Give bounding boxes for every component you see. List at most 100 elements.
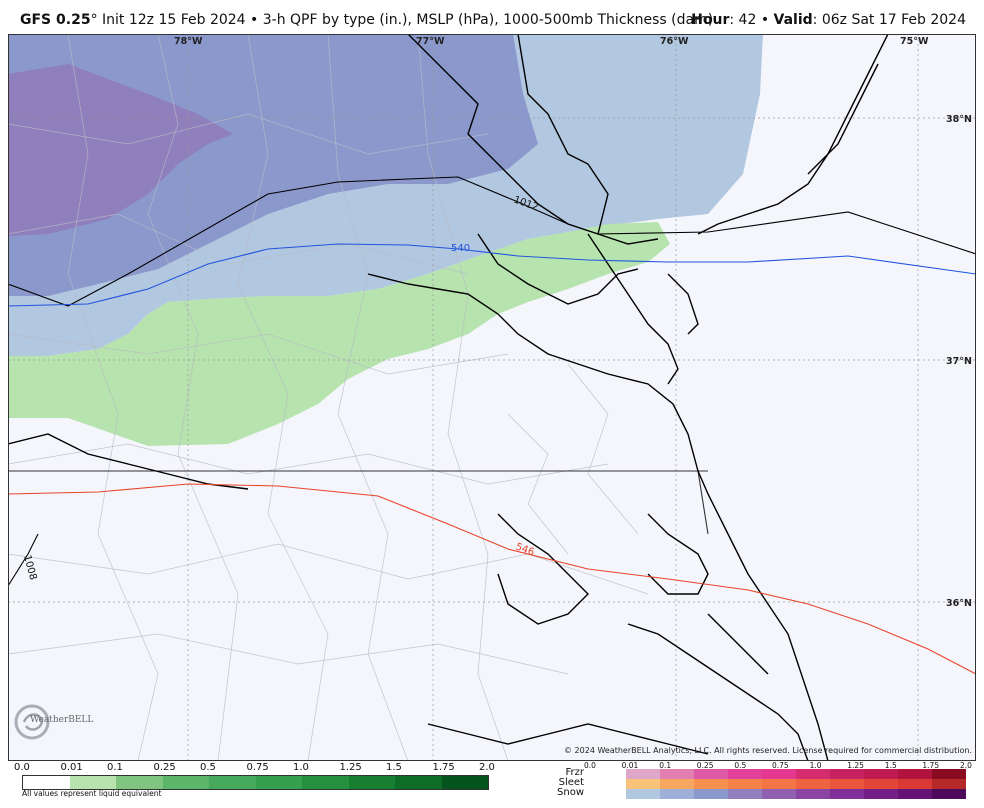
- ptype-tick-label: 0.01: [621, 761, 639, 770]
- hour-value: : 42 •: [729, 12, 774, 28]
- qpf-swatch: [23, 776, 70, 789]
- lon-label-75w: 75°W: [900, 36, 929, 47]
- qpf-tick-label: 1.5: [386, 762, 402, 773]
- qpf-tick-label: 0.25: [153, 762, 176, 773]
- ptype-swatch: [830, 769, 864, 779]
- qpf-tick-label: 0.0: [14, 762, 30, 773]
- ptype-label-snow: Snow: [557, 787, 584, 798]
- qpf-tick-label: 2.0: [479, 762, 495, 773]
- run-description: Init 12z 15 Feb 2024 • 3-h QPF by type (…: [97, 12, 714, 28]
- ptype-swatch: [660, 789, 694, 799]
- lon-label-77w: 77°W: [416, 36, 445, 47]
- ptype-swatch: [864, 779, 898, 789]
- ptype-swatch: [796, 769, 830, 779]
- qpf-tick-label: 0.1: [107, 762, 123, 773]
- qpf-swatch: [209, 776, 256, 789]
- qpf-swatch: [116, 776, 163, 789]
- isobar-1012: [8, 176, 976, 307]
- rain-light-area: [8, 222, 670, 446]
- ptype-tick-label: 2.0: [960, 761, 972, 770]
- ptype-swatch: [762, 769, 796, 779]
- svg-text:WeatherBELL: WeatherBELL: [30, 715, 93, 725]
- ptype-tick-label: 0.25: [696, 761, 714, 770]
- qpf-swatch: [255, 776, 302, 789]
- ptype-tick-label: 1.75: [922, 761, 940, 770]
- ptype-tick-label: 1.25: [847, 761, 864, 770]
- qpf-swatch: [69, 776, 116, 789]
- qpf-swatch: [395, 776, 442, 789]
- coastlines: [8, 34, 889, 761]
- weatherbell-logo: WeatherBELL: [12, 700, 102, 746]
- ptype-swatch: [728, 769, 762, 779]
- ptype-swatch: [796, 789, 830, 799]
- qpf-tick-label: 1.0: [293, 762, 309, 773]
- ptype-swatch: [898, 779, 932, 789]
- forecast-map[interactable]: 1012 1008 540 546 78°W 77°W 76°W 75°W 38…: [8, 34, 976, 761]
- header-bar: GFS 0.25° Init 12z 15 Feb 2024 • 3-h QPF…: [0, 0, 984, 34]
- ptype-swatch: [864, 769, 898, 779]
- isobar-1008: [8, 533, 39, 587]
- valid-label: Valid: [773, 12, 813, 28]
- qpf-tick-label: 0.5: [200, 762, 216, 773]
- ptype-swatch: [932, 769, 966, 779]
- model-name: GFS 0.25: [20, 12, 91, 28]
- ptype-swatch: [864, 789, 898, 799]
- lat-label-38n: 38°N: [946, 114, 972, 125]
- ptype-tick-label: 0.1: [659, 761, 672, 770]
- ptype-swatch: [694, 779, 728, 789]
- valid-value: : 06z Sat 17 Feb 2024: [812, 12, 966, 28]
- hour-label: Hour: [691, 12, 730, 28]
- qpf-tick-label: 0.01: [60, 762, 83, 773]
- ptype-tick-label: 0.5: [734, 761, 747, 770]
- thickness-546-line: [8, 483, 976, 675]
- ptype-swatch: [694, 789, 728, 799]
- qpf-swatch: [302, 776, 349, 789]
- ptype-swatch: [626, 779, 660, 789]
- ptype-swatch: [626, 769, 660, 779]
- ptype-swatch: [660, 769, 694, 779]
- ptype-swatch: [830, 779, 864, 789]
- ptype-swatch: [762, 779, 796, 789]
- ptype-label-sleet: Sleet: [558, 777, 584, 788]
- state-borders: [8, 470, 709, 535]
- ptype-swatch: [762, 789, 796, 799]
- ptype-swatch: [898, 769, 932, 779]
- ptype-label-frzr: Frzr: [565, 767, 585, 778]
- ptype-tick-label: 1.0: [809, 761, 822, 770]
- ptype-swatch: [728, 789, 762, 799]
- qpf-legend-bar: [22, 775, 489, 790]
- ptype-tick-label: 0.75: [772, 761, 789, 770]
- copyright-notice: © 2024 WeatherBELL Analytics, LLC. All r…: [564, 746, 972, 755]
- qpf-legend-note: All values represent liquid equivalent: [22, 789, 162, 798]
- ptype-swatch: [932, 779, 966, 789]
- thickness-label-540: 540: [451, 243, 470, 254]
- qpf-swatch: [348, 776, 395, 789]
- degree-sign: °: [90, 12, 98, 28]
- ptype-swatch: [796, 779, 830, 789]
- thickness-540-line: [8, 243, 976, 307]
- ptype-tick-label: 1.5: [884, 761, 897, 770]
- ptype-swatch: [626, 789, 660, 799]
- ptype-swatch: [932, 789, 966, 799]
- isobars: [8, 176, 976, 587]
- ptype-swatch: [830, 789, 864, 799]
- qpf-swatch: [441, 776, 488, 789]
- qpf-tick-label: 0.75: [246, 762, 269, 773]
- ptype-swatch: [694, 769, 728, 779]
- header-valid: Hour: 42 • Valid: 06z Sat 17 Feb 2024: [691, 12, 966, 28]
- ptype-swatch: [728, 779, 762, 789]
- lon-label-78w: 78°W: [174, 36, 203, 47]
- lat-label-36n: 36°N: [946, 598, 972, 609]
- qpf-tick-label: 1.25: [339, 762, 362, 773]
- lat-lon-grid: [8, 34, 976, 761]
- ptype-bar-sleet: [626, 779, 966, 789]
- qpf-swatch: [162, 776, 209, 789]
- county-lines: [8, 34, 649, 761]
- ptype-swatch: [898, 789, 932, 799]
- ptype-swatch: [660, 779, 694, 789]
- snow-heavy-area: [8, 64, 233, 236]
- ptype-bar-snow: [626, 789, 966, 799]
- ptype-tick-label: 0.0: [584, 761, 596, 770]
- header-title: GFS 0.25° Init 12z 15 Feb 2024 • 3-h QPF…: [20, 12, 713, 28]
- ptype-bar-frzr: [626, 769, 966, 779]
